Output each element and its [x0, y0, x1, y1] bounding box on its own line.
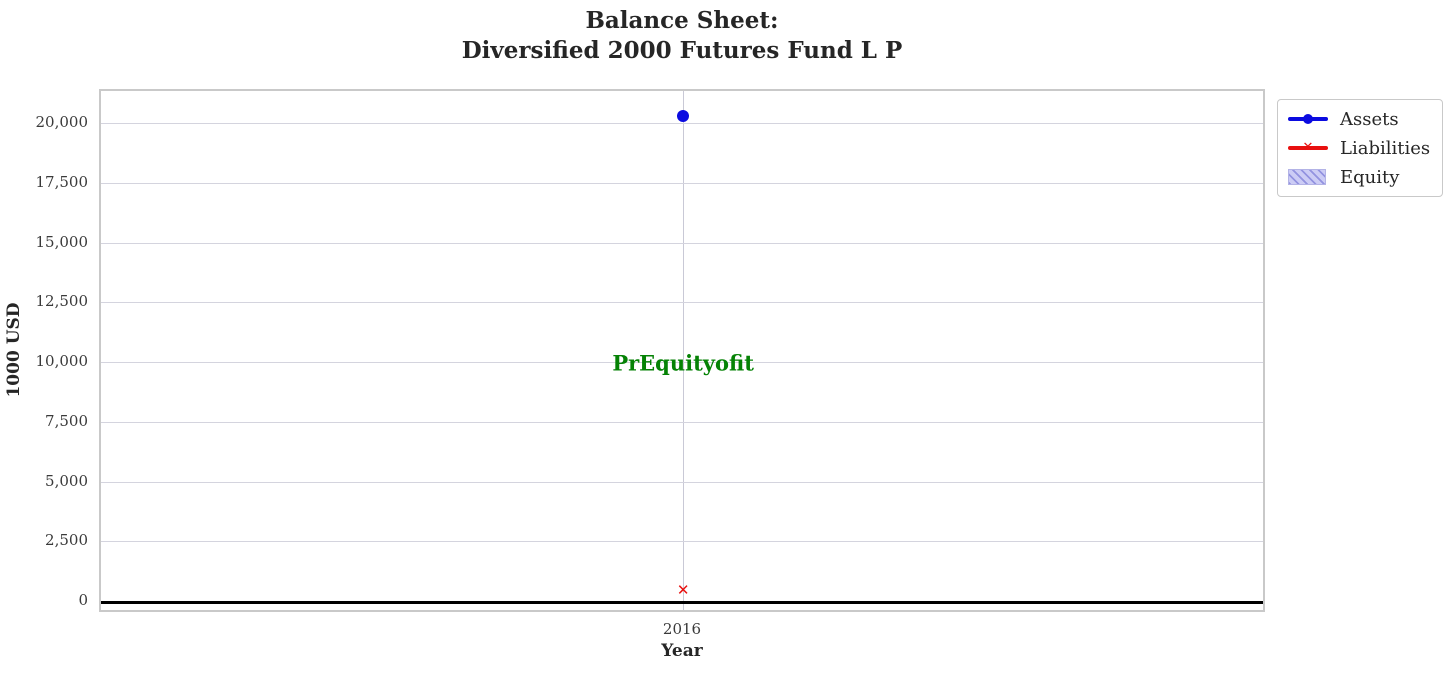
- legend-label-equity: Equity: [1340, 166, 1400, 188]
- h-gridline: [101, 481, 1263, 483]
- zero-line: [101, 601, 1263, 605]
- h-gridline: [101, 362, 1263, 364]
- legend-item-equity: Equity: [1288, 166, 1432, 188]
- y-tick-label: 17,500: [35, 172, 89, 191]
- v-gridline: [683, 91, 685, 610]
- x-axis-title: Year: [661, 641, 703, 661]
- h-gridline: [101, 242, 1263, 244]
- h-gridline: [101, 182, 1263, 184]
- plot-area: ✕ PrEquityofit: [99, 89, 1265, 612]
- equity-annotation: PrEquityofit: [612, 350, 754, 376]
- equity-hatched-patch-icon: [1288, 167, 1328, 187]
- y-tick-label: 7,500: [45, 411, 88, 430]
- legend: Assets ✕ Liabilities Equity: [1277, 99, 1443, 197]
- y-tick-label: 12,500: [35, 292, 89, 311]
- h-gridline: [101, 421, 1263, 423]
- assets-data-point[interactable]: [677, 109, 690, 122]
- chart-title-line1: Balance Sheet:: [585, 7, 779, 34]
- y-axis-title: 1000 USD: [4, 302, 24, 398]
- assets-line-marker-icon: [1288, 109, 1328, 129]
- chart-title-line2: Diversified 2000 Futures Fund L P: [461, 37, 903, 65]
- h-gridline: [101, 302, 1263, 304]
- legend-label-liabilities: Liabilities: [1340, 137, 1431, 159]
- liabilities-data-point[interactable]: ✕: [676, 581, 690, 600]
- y-tick-label: 15,000: [35, 232, 89, 251]
- x-tick-label: 2016: [662, 620, 702, 638]
- chart-title: Balance Sheet: Diversified 2000 Futures …: [99, 6, 1265, 67]
- legend-label-assets: Assets: [1340, 108, 1399, 130]
- y-tick-label: 10,000: [35, 352, 89, 371]
- legend-item-assets: Assets: [1288, 108, 1432, 130]
- legend-item-liabilities: ✕ Liabilities: [1288, 137, 1432, 159]
- y-tick-label: 0: [78, 591, 88, 610]
- y-tick-label: 5,000: [45, 471, 88, 490]
- h-gridline: [101, 541, 1263, 543]
- liabilities-line-marker-icon: ✕: [1288, 138, 1328, 158]
- h-gridline: [101, 122, 1263, 124]
- y-tick-label: 2,500: [45, 531, 88, 550]
- y-tick-label: 20,000: [35, 112, 89, 131]
